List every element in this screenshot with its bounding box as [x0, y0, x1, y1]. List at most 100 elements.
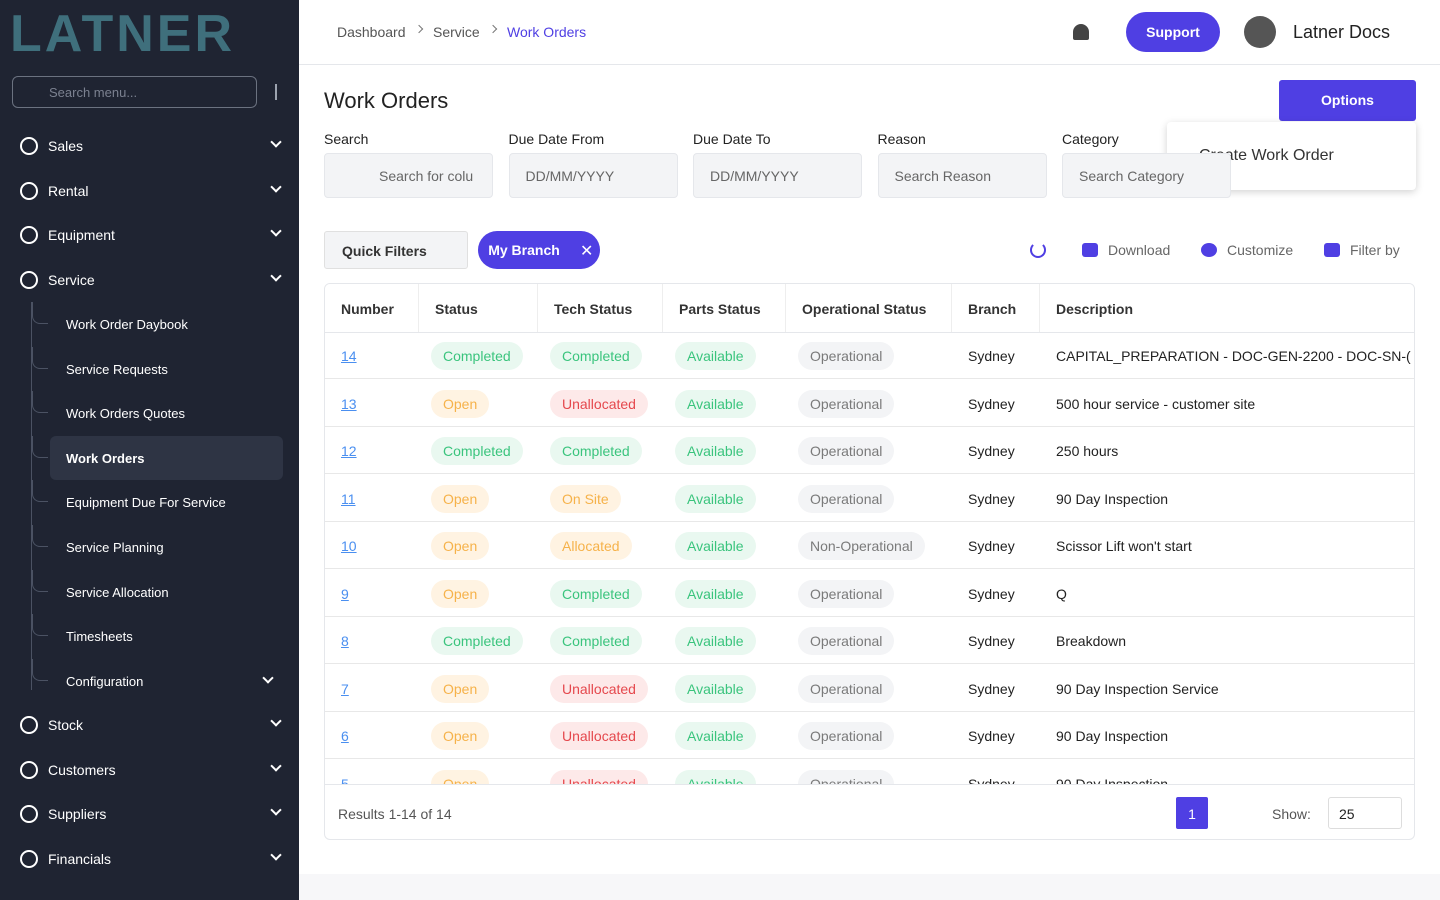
collapse-icon[interactable] — [275, 84, 279, 100]
filter-input[interactable]: Search Category — [1062, 153, 1231, 198]
toolbar-action[interactable]: Customize — [1227, 242, 1294, 258]
order-number[interactable]: 10 — [341, 538, 357, 554]
cell-text: Sydney — [968, 585, 1015, 602]
table-row[interactable]: 6 Open Unallocated Available Operational Sydn… — [325, 713, 1414, 759]
breadcrumb-sep — [488, 24, 498, 34]
status-cell: Open — [431, 666, 538, 712]
bottom-band — [299, 874, 1440, 900]
menu-item[interactable]: Stock — [0, 705, 299, 745]
menu-icon — [20, 226, 38, 245]
submenu-item[interactable]: Work Orders Quotes — [32, 391, 283, 435]
filter-label: Reason — [877, 131, 926, 147]
chip-close[interactable]: ✕ — [580, 243, 594, 260]
menu-item[interactable]: Create Work Order — [1199, 147, 1334, 164]
table-row[interactable]: 14 Completed Completed Available Operational… — [325, 333, 1414, 379]
menu-item[interactable]: Suppliers — [0, 794, 299, 834]
column-header[interactable]: Description — [1040, 284, 1414, 333]
action-icon — [1201, 243, 1217, 257]
branch-chip[interactable]: My Branch — [478, 231, 600, 269]
filter-input[interactable]: DD/MM/YYYY — [693, 153, 862, 198]
submenu-item[interactable]: Service Requests — [32, 346, 283, 391]
order-number[interactable]: 9 — [341, 585, 349, 602]
options-button[interactable]: Options — [1279, 80, 1416, 121]
menu-item[interactable]: Customers — [0, 750, 299, 790]
table-row[interactable]: 11 Open On Site Available Operational Sydney 9… — [325, 476, 1414, 522]
cell-text: Sydney — [968, 775, 1015, 785]
cell-text: Sydney — [968, 728, 1015, 744]
menu-item[interactable]: Rental — [0, 171, 299, 211]
status-cell: Unallocated — [550, 713, 663, 759]
status-pill: Available — [675, 674, 756, 703]
menu-item[interactable]: Equipment — [0, 215, 299, 255]
order-number[interactable]: 13 — [341, 395, 357, 412]
status-pill: Available — [675, 342, 756, 370]
status-pill: Completed — [431, 437, 523, 465]
status-pill: Operational — [798, 627, 895, 655]
column-header[interactable]: Branch — [952, 284, 1040, 333]
table-row[interactable]: 12 Completed Completed Available Operational… — [325, 428, 1414, 474]
menu-item[interactable]: Service — [0, 260, 299, 300]
status-pill: Operational — [798, 342, 895, 370]
table-row[interactable]: 8 Completed Completed Available Operational S… — [325, 618, 1414, 664]
cell-text: Sydney — [968, 633, 1015, 649]
bell-icon[interactable] — [1073, 24, 1089, 40]
order-number[interactable]: 5 — [341, 775, 349, 785]
column-header[interactable]: Parts Status — [663, 284, 786, 333]
refresh-icon[interactable] — [1030, 242, 1046, 258]
toolbar-action[interactable]: Filter by — [1350, 242, 1400, 258]
tree-branch — [32, 569, 48, 592]
status-cell: Available — [675, 428, 786, 474]
column-header[interactable]: Tech Status — [538, 284, 663, 333]
table-row[interactable]: 13 Open Unallocated Available Operational Syd… — [325, 381, 1414, 427]
filter-input[interactable]: Search for colu — [324, 153, 493, 198]
page-size[interactable]: 25 — [1328, 797, 1402, 829]
page-button[interactable]: 1 — [1176, 797, 1208, 829]
user-name[interactable]: Latner Docs — [1293, 22, 1391, 42]
filter-input[interactable]: Search Reason — [877, 153, 1047, 198]
submenu-item[interactable]: Timesheets — [32, 614, 283, 658]
menu-icon — [20, 270, 38, 289]
breadcrumb-item[interactable]: Service — [433, 24, 480, 40]
table-row[interactable]: 10 Open Allocated Available Non-Operational S… — [325, 523, 1414, 569]
status-cell: Open — [431, 761, 538, 784]
column-header[interactable]: Operational Status — [786, 284, 952, 333]
submenu-item[interactable]: Work Orders — [32, 435, 283, 480]
chevron — [270, 715, 282, 727]
order-number[interactable]: 6 — [341, 728, 349, 744]
toolbar-action[interactable]: Download — [1108, 242, 1171, 258]
column-header[interactable]: Status — [419, 284, 538, 333]
table-row[interactable]: 5 Open Unallocated Available Operational Sydn… — [325, 761, 1414, 785]
status-pill: Available — [675, 579, 756, 608]
support-button[interactable]: Support — [1126, 12, 1220, 52]
breadcrumb-item[interactable]: Dashboard — [337, 24, 406, 40]
status-cell: Available — [675, 333, 786, 379]
table-row[interactable]: 9 Open Completed Available Operational Sydney… — [325, 571, 1414, 617]
show-label: Show: — [1272, 806, 1311, 822]
submenu-item[interactable]: Equipment Due For Service — [32, 480, 283, 524]
tree-branch — [32, 480, 48, 503]
submenu-item[interactable]: Service Planning — [32, 525, 283, 569]
column-header[interactable]: Number — [325, 284, 419, 333]
order-number[interactable]: 8 — [341, 633, 349, 649]
table-row[interactable]: 7 Open Unallocated Available Operational Sydn… — [325, 666, 1414, 712]
menu-icon — [20, 137, 38, 155]
menu-item[interactable]: Sales — [0, 126, 299, 166]
order-number[interactable]: 11 — [341, 490, 356, 507]
submenu-item[interactable]: Configuration — [32, 658, 283, 703]
submenu-item[interactable]: Service Allocation — [32, 569, 283, 614]
order-number[interactable]: 12 — [341, 443, 357, 459]
tree-branch — [32, 302, 48, 324]
status-cell: Available — [675, 571, 786, 617]
cell-text: 90 Day Inspection — [1056, 728, 1169, 744]
quick-filters[interactable]: Quick Filters — [324, 231, 468, 269]
filter-input[interactable]: DD/MM/YYYY — [508, 153, 678, 198]
status-cell: Completed — [550, 618, 663, 664]
status-pill: Open — [431, 484, 490, 513]
menu-item[interactable]: Financials — [0, 839, 299, 879]
breadcrumb-item[interactable]: Work Orders — [507, 24, 587, 40]
submenu-item[interactable]: Work Order Daybook — [32, 302, 283, 346]
order-number[interactable]: 7 — [341, 680, 349, 697]
menu-search[interactable]: Search menu... — [12, 76, 257, 108]
order-number[interactable]: 14 — [341, 348, 357, 364]
avatar[interactable] — [1244, 16, 1276, 48]
